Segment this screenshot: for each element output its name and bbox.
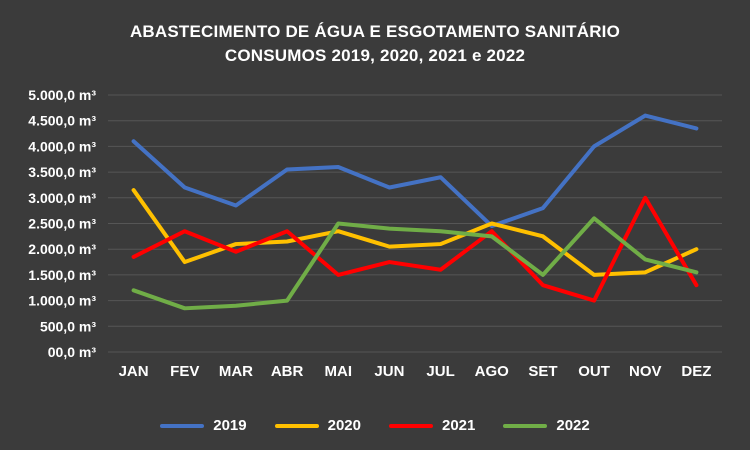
y-axis-tick-label: 4.000,0 m³: [28, 138, 96, 154]
x-axis-tick-label: OUT: [578, 363, 610, 380]
legend-label: 2020: [327, 417, 361, 434]
y-axis-tick-label: 4.500,0 m³: [28, 113, 96, 129]
legend-label: 2019: [213, 417, 247, 434]
y-axis-tick-label: 00,0 m³: [48, 344, 97, 360]
y-axis-tick-label: 3.500,0 m³: [28, 164, 96, 180]
x-axis-tick-label: FEV: [170, 363, 199, 380]
series-line-2021[interactable]: [131, 195, 699, 303]
legend-item-2022[interactable]: 2022: [503, 417, 590, 434]
legend-swatch: [503, 423, 548, 428]
x-axis-tick-label: JAN: [119, 363, 149, 380]
x-axis-tick-label: JUN: [374, 363, 404, 380]
x-axis-tick-label: JUL: [426, 363, 454, 380]
x-axis-tick-label: DEZ: [681, 363, 711, 380]
y-axis-tick-label: 1.000,0 m³: [28, 293, 96, 309]
chart-legend: 2019 2020 2021 2022: [0, 417, 750, 434]
y-axis-tick-label: 2.000,0 m³: [28, 241, 96, 257]
series-line-2022[interactable]: [131, 216, 699, 311]
series-line-2019[interactable]: [131, 113, 699, 229]
legend-swatch: [274, 423, 319, 428]
y-axis-tick-label: 500,0 m³: [40, 318, 96, 334]
y-axis-tick-label: 3.000,0 m³: [28, 190, 96, 206]
y-axis-tick-label: 1.500,0 m³: [28, 267, 96, 283]
x-axis-tick-label: MAI: [325, 363, 353, 380]
legend-item-2019[interactable]: 2019: [160, 417, 247, 434]
plot-area: 5.000,0 m³ 4.500,0 m³ 4.000,0 m³ 3.500,0 m³…: [28, 87, 722, 380]
y-axis-tick-label: 5.000,0 m³: [28, 87, 96, 103]
chart-title-line1: ABASTECIMENTO DE ÁGUA E ESGOTAMENTO SANI…: [129, 22, 621, 41]
chart-title-line2: CONSUMOS 2019, 2020, 2021 e 2022: [224, 46, 526, 65]
x-axis-tick-label: SET: [528, 363, 557, 380]
legend-swatch: [389, 423, 433, 428]
x-axis-tick-label: NOV: [629, 363, 662, 380]
x-axis-tick-label: ABR: [271, 363, 304, 380]
legend-label: 2021: [442, 417, 476, 434]
legend-label: 2022: [556, 417, 590, 434]
x-axis-tick-label: MAR: [219, 363, 253, 380]
x-axis-tick-label: AGO: [475, 363, 510, 380]
y-axis-tick-label: 2.500,0 m³: [28, 216, 96, 232]
legend-item-2021[interactable]: 2021: [389, 417, 475, 434]
legend-swatch: [160, 423, 205, 428]
chart-title: ABASTECIMENTO DE ÁGUA E ESGOTAMENTO SANI…: [0, 20, 750, 68]
legend-item-2020[interactable]: 2020: [274, 417, 361, 434]
